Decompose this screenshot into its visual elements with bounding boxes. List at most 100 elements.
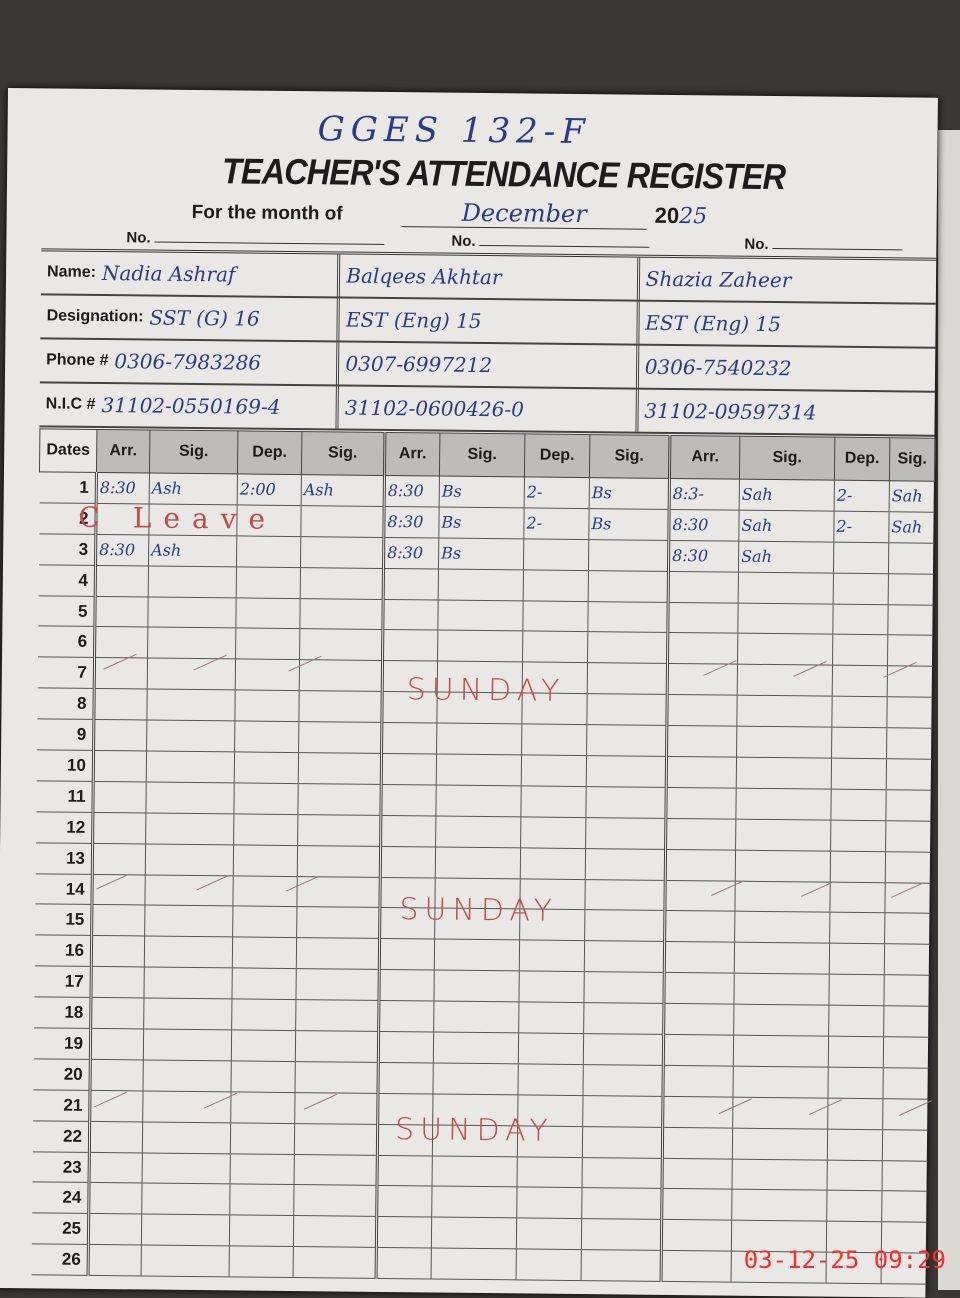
phone-value: 0306-7983286 bbox=[114, 349, 262, 375]
signature-cell bbox=[884, 944, 930, 976]
column-header-sig: Sig. bbox=[739, 436, 835, 481]
signature-cell bbox=[300, 536, 384, 569]
signature-cell bbox=[586, 755, 667, 788]
signature-cell bbox=[295, 999, 379, 1032]
time-cell: 2:00 bbox=[237, 473, 302, 506]
signature-cell bbox=[587, 662, 668, 695]
signature-cell: Sah bbox=[739, 479, 835, 512]
date-cell: 7 bbox=[37, 657, 95, 689]
dates-header: Dates bbox=[39, 428, 97, 473]
no-field-2: No. bbox=[451, 233, 650, 252]
time-cell bbox=[231, 1029, 296, 1062]
time-cell bbox=[827, 1128, 883, 1161]
signature-cell bbox=[886, 727, 932, 760]
time-cell bbox=[828, 1005, 884, 1037]
signature-cell bbox=[887, 635, 933, 667]
time-cell bbox=[89, 1121, 143, 1153]
time-cell bbox=[833, 541, 889, 574]
time-cell bbox=[235, 597, 301, 630]
signature-cell bbox=[143, 967, 233, 1000]
time-cell bbox=[234, 721, 299, 753]
teacher-3-name: Shazia Zaheer bbox=[645, 266, 792, 293]
signature-cell bbox=[300, 505, 385, 538]
signature-cell bbox=[584, 879, 666, 911]
time-cell bbox=[664, 941, 735, 974]
time-cell bbox=[91, 904, 145, 937]
signature-cell bbox=[737, 664, 833, 697]
attendance-table: Dates Arr. Sig. Dep. Sig. Arr. Sig. Dep. Sig. Arr… bbox=[31, 428, 936, 1285]
signature-cell bbox=[143, 998, 232, 1030]
signature-cell bbox=[297, 845, 381, 878]
date-cell: 5 bbox=[37, 595, 96, 627]
time-cell bbox=[93, 719, 147, 752]
signature-cell bbox=[142, 1121, 231, 1154]
signature-cell bbox=[431, 1186, 518, 1219]
no-field-1: No. bbox=[126, 229, 385, 249]
time-cell bbox=[232, 937, 297, 969]
time-cell bbox=[663, 1034, 734, 1067]
time-cell bbox=[380, 846, 436, 878]
column-header-sig: Sig. bbox=[589, 434, 670, 479]
signature-cell bbox=[888, 542, 934, 574]
time-cell: 8:30 bbox=[668, 509, 740, 541]
signature-cell: Ash bbox=[301, 474, 385, 507]
date-cell: 4 bbox=[38, 564, 96, 597]
time-cell bbox=[93, 750, 147, 782]
time-cell: 8:30 bbox=[383, 506, 440, 538]
signature-cell bbox=[295, 1030, 379, 1063]
signature-cell bbox=[293, 1185, 378, 1217]
register-page: GGES 132-F TEACHER'S ATTENDANCE REGISTER… bbox=[0, 88, 938, 1298]
time-cell bbox=[518, 1032, 584, 1065]
column-header-dep: Dep. bbox=[834, 437, 890, 481]
signature-cell bbox=[887, 604, 934, 636]
time-cell bbox=[92, 812, 146, 844]
time-cell bbox=[379, 938, 435, 971]
signature-cell bbox=[293, 1215, 377, 1248]
signature-cell bbox=[587, 601, 669, 633]
time-cell bbox=[665, 818, 736, 850]
signature-cell bbox=[144, 936, 233, 969]
signature-cell bbox=[299, 659, 383, 692]
time-cell bbox=[832, 665, 888, 697]
time-cell bbox=[663, 972, 735, 1005]
signature-cell bbox=[148, 565, 237, 598]
time-cell bbox=[234, 751, 299, 784]
signature-cell bbox=[145, 812, 234, 845]
signature-cell bbox=[582, 1064, 664, 1097]
time-cell bbox=[831, 758, 887, 790]
signature-cell bbox=[587, 632, 668, 664]
leave-note: C Leave bbox=[78, 500, 278, 536]
time-cell bbox=[523, 538, 589, 571]
time-cell bbox=[380, 784, 437, 816]
signature-cell bbox=[147, 596, 237, 629]
signature-cell bbox=[431, 1217, 517, 1250]
signature-cell bbox=[885, 789, 932, 822]
time-cell: 2- bbox=[524, 476, 590, 509]
teacher-3-nic: 31102-09597314 bbox=[644, 398, 817, 425]
date-cell: 25 bbox=[31, 1213, 89, 1245]
signature-cell: Sah bbox=[738, 540, 834, 573]
time-cell bbox=[95, 565, 149, 597]
signature-cell bbox=[731, 1189, 827, 1222]
school-name: GGES 132-F bbox=[317, 109, 591, 153]
date-cell: 6 bbox=[37, 626, 95, 658]
time-cell bbox=[667, 602, 739, 634]
signature-cell bbox=[882, 1129, 928, 1161]
time-cell bbox=[233, 813, 298, 846]
signature-cell bbox=[432, 1062, 519, 1095]
signature-cell bbox=[734, 880, 831, 913]
signature-cell bbox=[434, 939, 520, 972]
signature-cell bbox=[295, 968, 380, 1001]
time-cell bbox=[233, 782, 299, 815]
time-cell bbox=[94, 657, 148, 690]
date-cell: 23 bbox=[32, 1151, 90, 1183]
date-cell: 8 bbox=[36, 688, 95, 720]
time-cell bbox=[664, 910, 735, 943]
time-cell bbox=[516, 1249, 582, 1281]
signature-cell bbox=[147, 627, 236, 660]
signature-cell bbox=[143, 1029, 232, 1061]
teacher-2-name: Balqees Akhtar bbox=[340, 254, 640, 300]
column-header-dep: Dep. bbox=[524, 433, 590, 478]
signature-cell bbox=[885, 820, 931, 852]
date-cell: 21 bbox=[32, 1089, 91, 1122]
